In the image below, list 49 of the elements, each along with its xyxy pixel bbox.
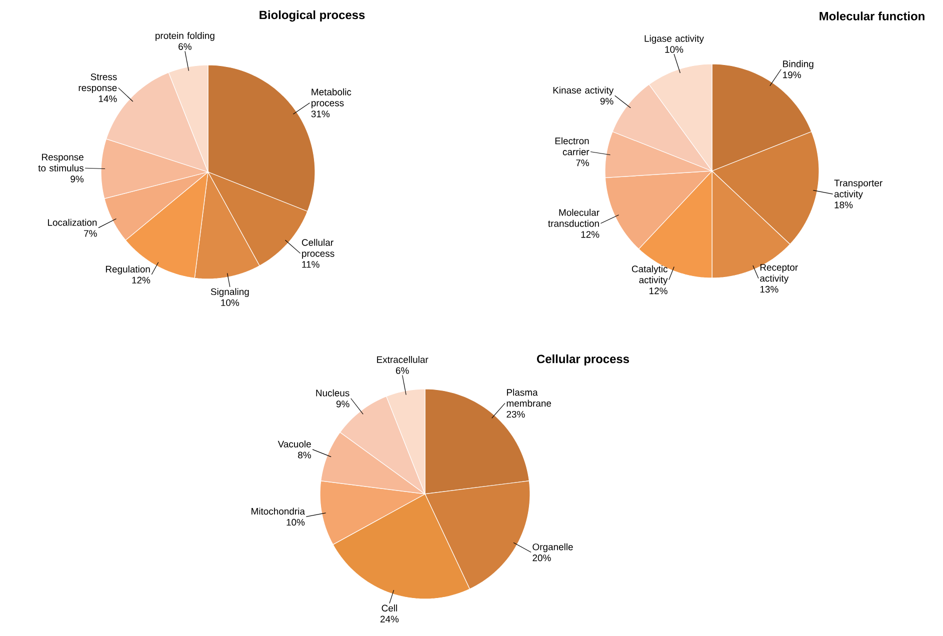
- data-label: 11%: [302, 261, 320, 268]
- slice-label: Binding: [783, 60, 814, 70]
- slice-label: Extracellular: [377, 356, 428, 363]
- slice-label: Localization: [48, 218, 97, 226]
- data-label: 10%: [286, 518, 305, 526]
- slice-label: Signaling: [210, 288, 249, 297]
- slice-label: Kinase activity: [553, 86, 614, 96]
- slice-label: Vacuole: [278, 440, 311, 448]
- data-label: 12%: [650, 288, 668, 294]
- slice-label: Regulation: [106, 266, 150, 274]
- slice-label: Catalytic activity: [632, 265, 668, 286]
- data-label: 20%: [532, 554, 551, 562]
- slice-label: Transporter activity: [834, 180, 882, 200]
- slice-label: Cell: [382, 604, 397, 612]
- slice-label: Receptor activity: [760, 264, 798, 284]
- slice-label: Nucleus: [316, 389, 350, 396]
- data-label: 6%: [396, 367, 409, 374]
- data-label: 14%: [98, 95, 117, 102]
- data-label: 10%: [221, 299, 240, 306]
- slice-label: Stress response: [78, 73, 117, 94]
- data-label: 13%: [760, 286, 778, 293]
- slice-label: Organelle: [532, 543, 573, 552]
- data-label: 19%: [783, 72, 801, 78]
- slice-label: protein folding: [156, 32, 214, 41]
- data-label: 31%: [311, 110, 330, 118]
- data-label: 8%: [298, 452, 311, 458]
- data-label: 12%: [581, 231, 600, 238]
- slice-label: Metabolic process: [312, 88, 352, 108]
- data-label: 6%: [178, 43, 192, 50]
- slice-label: Mitochondria: [252, 508, 305, 515]
- data-label: 9%: [600, 98, 614, 105]
- data-label: 12%: [132, 276, 150, 284]
- data-label: 7%: [576, 160, 589, 166]
- data-label: 18%: [834, 202, 853, 208]
- data-label: 10%: [665, 46, 684, 53]
- chart-title: Biological process: [260, 10, 365, 22]
- slice-label: Electron carrier: [555, 137, 590, 156]
- slice-label: Cellular process: [302, 238, 334, 259]
- slice-label: Molecular transduction: [548, 208, 600, 227]
- data-label: 24%: [380, 616, 399, 622]
- chart-title: Molecular function: [820, 12, 924, 20]
- data-label: 7%: [84, 230, 97, 237]
- chart-title: Cellular process: [536, 354, 630, 366]
- data-label: 9%: [336, 400, 350, 408]
- slice-label: Ligase activity: [644, 34, 704, 44]
- data-label: 23%: [506, 410, 525, 418]
- data-label: 9%: [70, 176, 84, 182]
- slice-label: Plasma membrane: [506, 388, 552, 407]
- slice-label: Response to stimulus: [38, 154, 84, 172]
